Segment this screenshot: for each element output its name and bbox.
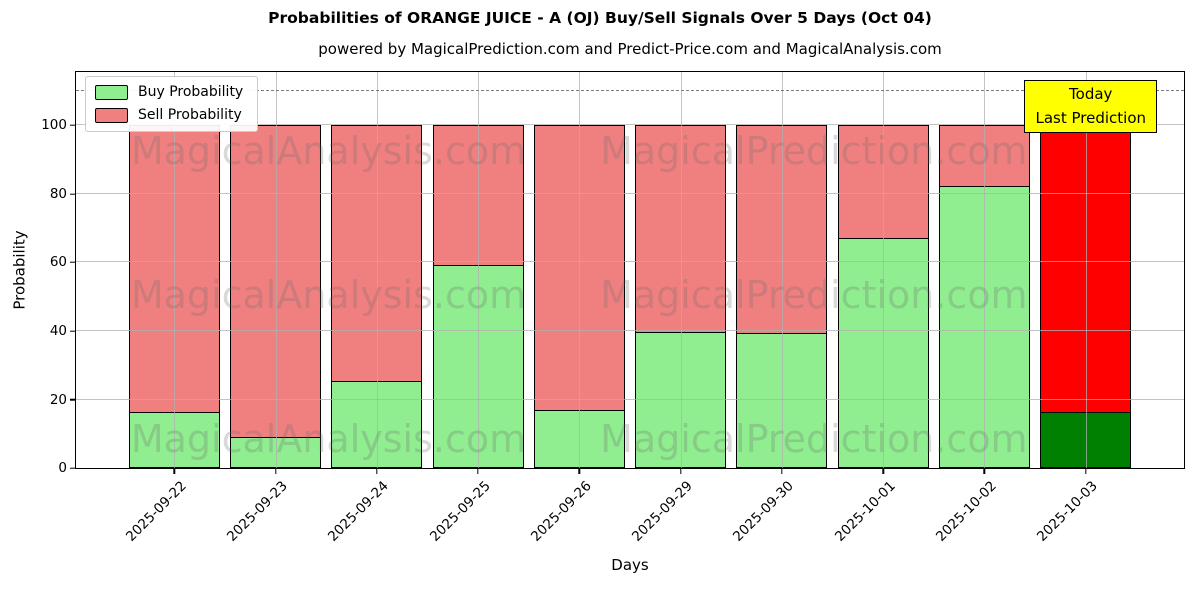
sell-segment [432, 125, 524, 267]
x-tick-label-text: 2025-09-30 [730, 478, 798, 545]
y-tick [70, 261, 76, 264]
annotation-line-2: Last Prediction [1035, 108, 1146, 127]
chart-subtitle: powered by MagicalPrediction.com and Pre… [318, 40, 942, 58]
chart-title: Probabilities of ORANGE JUICE - A (OJ) B… [268, 9, 932, 27]
x-tick [1085, 468, 1087, 474]
x-tick [983, 468, 986, 474]
y-axis-ticks: 0 20 40 60 80 100 [41, 72, 1184, 476]
legend-item-sell: Sell Probability [95, 108, 243, 123]
x-tick [376, 468, 378, 474]
y-tick-label: 0 [58, 460, 67, 476]
bar-slot-2025-09-23 [225, 72, 326, 468]
buy-segment [331, 381, 423, 468]
x-tick-label-text: 2025-09-24 [325, 478, 393, 545]
y-tick [70, 467, 76, 469]
y-axis-label: Probability [11, 230, 30, 310]
x-tick [173, 468, 175, 474]
x-tick-label-text: 2025-10-03 [1034, 478, 1102, 545]
x-axis-label: Days [611, 556, 649, 574]
x-tick [882, 468, 884, 474]
bar-2025-09-22 [128, 125, 220, 468]
plot-area: MagicalAnalysis.com MagicalPrediction.com… [41, 71, 1185, 545]
today-annotation: Today Last Prediction [1024, 80, 1157, 133]
bars-layer [76, 72, 1184, 468]
x-tick [477, 468, 479, 474]
bar-slot-2025-10-01 [833, 72, 934, 468]
sell-segment [331, 125, 423, 383]
x-tick [679, 468, 682, 474]
y-tick-label: 40 [49, 322, 67, 339]
y-tick-label: 100 [41, 117, 67, 134]
bar-2025-09-26 [533, 125, 625, 468]
annotation-line-1: Today [1069, 85, 1113, 103]
y-tick-label: 80 [49, 185, 67, 202]
y-tick [70, 330, 76, 332]
x-tick-label-text: 2025-09-29 [629, 478, 696, 545]
buy-segment [837, 238, 929, 468]
bar-2025-09-25 [432, 125, 524, 468]
y-tick [70, 398, 76, 401]
sell-segment [1040, 125, 1132, 413]
buy-segment [938, 185, 1030, 468]
x-tick [578, 468, 581, 474]
x-tick [781, 468, 783, 474]
bar-slot-2025-09-26 [529, 72, 630, 468]
x-tick-label-text: 2025-10-01 [831, 478, 899, 545]
x-tick-label-text: 2025-09-26 [527, 478, 595, 545]
sell-segment [837, 125, 929, 240]
x-tick-label-text: 2025-09-22 [122, 478, 190, 545]
sell-segment [938, 125, 1030, 187]
x-tick-label-text: 2025-09-23 [224, 478, 291, 545]
bar-slot-2025-09-25 [427, 72, 528, 468]
y-tick-label: 60 [49, 254, 67, 271]
bar-2025-10-03 [1040, 125, 1132, 468]
buy-segment [1040, 411, 1132, 468]
sell-segment [533, 125, 625, 412]
buy-segment [635, 331, 727, 468]
buy-segment [736, 333, 828, 468]
buy-segment [432, 265, 524, 468]
sell-segment [128, 125, 220, 413]
bar-slot-2025-10-03 [1035, 72, 1136, 468]
buy-segment [128, 411, 220, 468]
buy-segment [229, 437, 322, 468]
y-tick-label: 20 [49, 391, 67, 408]
x-tick [274, 468, 277, 474]
bar-slot-2025-10-02 [934, 72, 1035, 468]
bar-2025-10-01 [837, 125, 929, 468]
sell-segment [229, 125, 322, 439]
legend-item-buy: Buy Probability [95, 85, 243, 100]
legend-label: Buy Probability [138, 84, 244, 100]
bar-2025-09-30 [736, 125, 828, 468]
legend-label: Sell Probability [138, 107, 242, 123]
x-tick-label-text: 2025-10-02 [932, 478, 1000, 545]
bar-2025-09-24 [331, 125, 423, 468]
sell-segment [736, 125, 828, 335]
sell-segment [635, 125, 727, 334]
y-tick [70, 124, 76, 127]
bar-2025-10-02 [938, 125, 1030, 468]
x-axis-ticks: 2025-09-22 2025-09-23 2025-09-24 2025-09-25… [76, 72, 1184, 545]
bar-2025-09-29 [635, 125, 727, 468]
x-tick-label-text: 2025-09-25 [426, 478, 494, 545]
bar-slot-2025-09-24 [326, 72, 427, 468]
bar-2025-09-23 [229, 125, 322, 468]
bar-slot-2025-09-29 [630, 72, 731, 468]
sell-swatch-icon [95, 108, 128, 123]
bar-slot-2025-09-30 [731, 72, 832, 468]
legend: Buy Probability Sell Probability [85, 76, 259, 132]
y-tick [70, 193, 76, 195]
buy-swatch-icon [95, 85, 128, 100]
buy-segment [533, 409, 625, 468]
